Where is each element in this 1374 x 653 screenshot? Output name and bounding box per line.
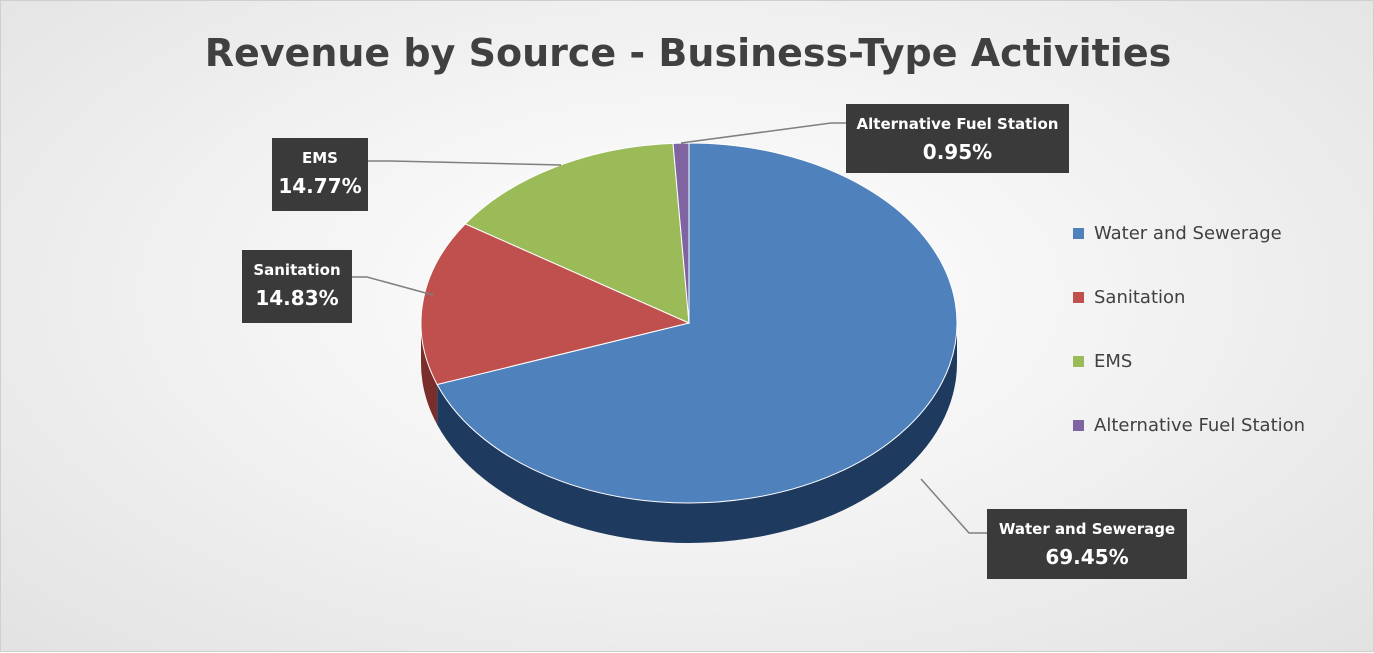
- callout-label: Water and Sewerage: [999, 520, 1175, 538]
- callout-water-and-sewerage: Water and Sewerage 69.45%: [920, 478, 1187, 579]
- legend-swatch: [1073, 419, 1084, 431]
- callout-value: 14.83%: [255, 286, 338, 310]
- legend-item-ems: EMS: [1073, 329, 1305, 393]
- legend-item-alternative-fuel-station: Alternative Fuel Station: [1073, 393, 1305, 457]
- callout-value: 69.45%: [1045, 545, 1128, 569]
- callout-box: [272, 138, 368, 211]
- legend-item-sanitation: Sanitation: [1073, 265, 1305, 329]
- callout-alternative-fuel-station: Alternative Fuel Station 0.95%: [680, 104, 1069, 173]
- leader-line: [352, 276, 434, 296]
- callout-box: [846, 104, 1069, 173]
- legend-label: Water and Sewerage: [1094, 222, 1282, 244]
- callout-ems: EMS 14.77%: [272, 138, 562, 211]
- legend-swatch: [1073, 355, 1084, 367]
- legend: Water and Sewerage Sanitation EMS Altern…: [1073, 201, 1305, 457]
- callout-sanitation: Sanitation 14.83%: [242, 250, 434, 323]
- pie-slice-water-and-sewerage: [436, 142, 958, 504]
- legend-item-water-and-sewerage: Water and Sewerage: [1073, 201, 1305, 265]
- pie-slice-alternative-fuel-station: [672, 142, 690, 324]
- callout-box: [987, 509, 1187, 579]
- legend-label: Sanitation: [1094, 286, 1186, 308]
- callout-label: Sanitation: [253, 261, 340, 279]
- legend-swatch: [1073, 227, 1084, 239]
- callout-value: 0.95%: [923, 140, 992, 164]
- legend-label: EMS: [1094, 350, 1133, 372]
- pie-side-water-and-sewerage: [437, 323, 958, 543]
- callout-label: EMS: [302, 149, 338, 167]
- callout-value: 14.77%: [278, 174, 361, 198]
- chart-title: Revenue by Source - Business-Type Activi…: [204, 31, 1172, 75]
- pie-side-sanitation: [421, 323, 438, 425]
- callout-label: Alternative Fuel Station: [857, 115, 1059, 133]
- callout-box: [242, 250, 352, 323]
- leader-line: [920, 478, 987, 534]
- pie-slice-sanitation: [420, 223, 691, 386]
- leader-line: [368, 160, 562, 166]
- leader-line: [680, 122, 846, 144]
- legend-swatch: [1073, 291, 1084, 303]
- pie-slice-ems: [464, 142, 690, 324]
- legend-label: Alternative Fuel Station: [1094, 414, 1306, 436]
